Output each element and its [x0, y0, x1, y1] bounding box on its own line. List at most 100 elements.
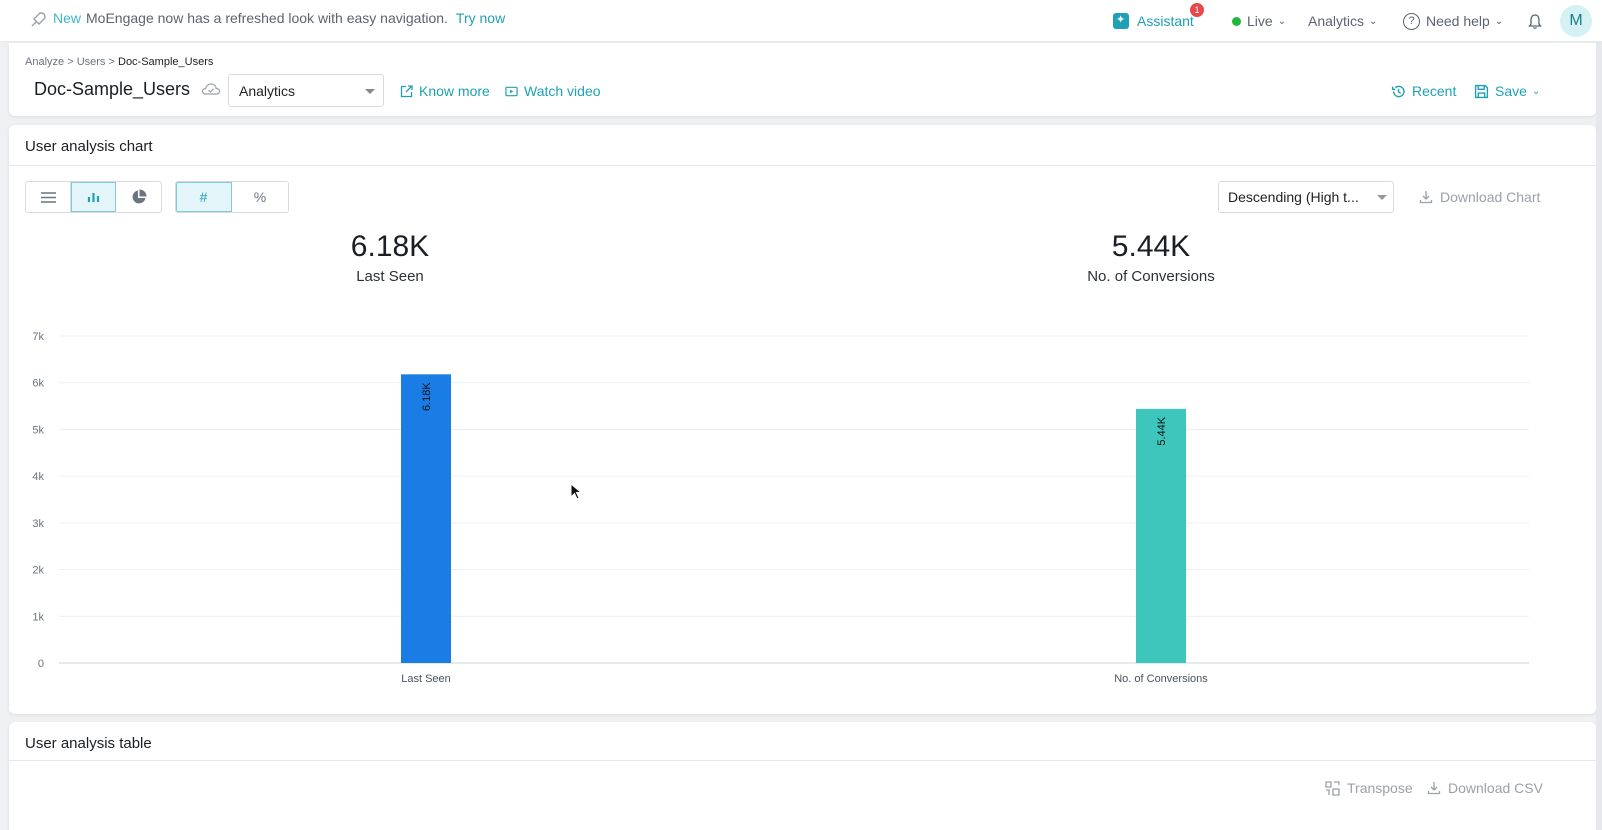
help-icon: ?	[1403, 12, 1420, 30]
download-icon	[1427, 782, 1441, 795]
y-tick-label: 3k	[32, 518, 44, 530]
bar-chart-icon	[87, 193, 99, 202]
metric-value: 5.44K	[1111, 230, 1191, 263]
sort-order-value: Descending (High t...	[1228, 189, 1359, 205]
y-tick-label: 0	[38, 658, 44, 670]
breadcrumb: Analyze > Users > Doc-Sample_Users	[25, 56, 213, 68]
y-tick-label: 6k	[32, 378, 44, 390]
recent-button[interactable]: Recent	[1391, 83, 1456, 99]
watch-video-label: Watch video	[524, 83, 601, 99]
x-tick-label: Last Seen	[401, 673, 451, 685]
save-label: Save	[1495, 83, 1527, 99]
download-icon	[1419, 191, 1433, 204]
download-csv-label: Download CSV	[1448, 780, 1543, 796]
y-tick-label: 5k	[32, 424, 44, 436]
page-title: Doc-Sample_Users	[34, 79, 191, 99]
metric-last-seen: 6.18K Last Seen	[270, 230, 510, 285]
analysis-type-value: Analytics	[239, 83, 296, 99]
x-tick-label: No. of Conversions	[1114, 673, 1208, 685]
breadcrumb-analyze[interactable]: Analyze	[25, 56, 65, 68]
analytics-dropdown[interactable]: Analytics ⌄	[1308, 0, 1377, 42]
assistant-icon	[1113, 13, 1129, 29]
absolute-format-button[interactable]: #	[176, 182, 232, 212]
pie-chart-view-button[interactable]	[116, 182, 161, 212]
notifications-button[interactable]	[1527, 0, 1543, 42]
mouse-cursor-icon	[570, 483, 582, 500]
know-more-link[interactable]: Know more	[400, 83, 490, 99]
new-label: New	[53, 10, 82, 26]
bar	[401, 374, 451, 663]
history-icon	[1391, 85, 1405, 97]
breadcrumb-current: Doc-Sample_Users	[118, 56, 214, 68]
top-bar: New MoEngage now has a refreshed look wit…	[0, 0, 1602, 42]
table-card-title: User analysis table	[25, 735, 152, 752]
list-icon	[40, 191, 56, 203]
need-help-label: Need help	[1426, 13, 1490, 29]
analysis-type-select[interactable]: Analytics	[228, 74, 384, 107]
download-chart-label: Download Chart	[1440, 189, 1541, 205]
breadcrumb-users[interactable]: Users	[76, 56, 106, 68]
live-label: Live	[1247, 13, 1273, 29]
bar-data-label: 6.18K	[421, 382, 433, 411]
bar-chart-view-button[interactable]	[71, 182, 116, 212]
y-tick-label: 4k	[32, 471, 44, 483]
page-header: Analyze > Users > Doc-Sample_Users Doc-S…	[9, 43, 1596, 116]
chart-view-toggle	[25, 181, 162, 213]
sort-order-select[interactable]: Descending (High t...	[1218, 181, 1394, 213]
video-icon	[505, 86, 518, 96]
value-format-toggle: # %	[175, 181, 289, 213]
user-analysis-chart-card: User analysis chart # % Descending (High…	[9, 125, 1596, 714]
user-analysis-table-card: User analysis table Transpose Download C…	[9, 722, 1596, 830]
assistant-label: Assistant	[1137, 13, 1194, 29]
download-csv-button[interactable]: Download CSV	[1427, 780, 1543, 796]
announcement-banner: New MoEngage now has a refreshed look wit…	[53, 10, 505, 26]
download-chart-button[interactable]: Download Chart	[1419, 189, 1540, 205]
metric-label: No. of Conversions	[1087, 268, 1215, 285]
transpose-label: Transpose	[1347, 780, 1413, 796]
chevron-down-icon: ⌄	[1531, 85, 1541, 97]
know-more-label: Know more	[419, 83, 490, 99]
watch-video-link[interactable]: Watch video	[505, 83, 601, 99]
metric-label: Last Seen	[356, 268, 424, 285]
external-link-icon	[400, 84, 413, 97]
y-tick-label: 2k	[32, 565, 44, 577]
bar-chart: 0 1k 2k 3k 4k 5k 6k 7k 6.18K Last Seen 5.44K No. of…	[32, 331, 1529, 685]
y-tick-label: 1k	[32, 611, 44, 623]
chevron-down-icon: ⌄	[1277, 15, 1287, 27]
caret-down-icon	[365, 89, 375, 94]
announcement-text: MoEngage now has a refreshed look with e…	[86, 10, 448, 26]
divider	[9, 165, 1596, 166]
try-now-link[interactable]: Try now	[455, 10, 506, 26]
live-status-dot	[1232, 16, 1241, 26]
avatar[interactable]: M	[1560, 5, 1592, 37]
chevron-down-icon: ⌄	[1369, 15, 1378, 27]
need-help-dropdown[interactable]: ? Need help ⌄	[1403, 0, 1503, 42]
bar-data-label: 5.44K	[1156, 416, 1168, 445]
breadcrumb-separator: >	[108, 56, 115, 68]
breadcrumb-separator: >	[67, 56, 74, 68]
scrollbar[interactable]	[1596, 42, 1602, 830]
chevron-down-icon: ⌄	[1494, 15, 1504, 27]
caret-down-icon	[1377, 195, 1387, 200]
chart-card-title: User analysis chart	[25, 138, 153, 155]
divider	[9, 760, 1596, 761]
recent-label: Recent	[1412, 83, 1457, 99]
analytics-label: Analytics	[1308, 13, 1365, 29]
assistant-badge: 1	[1190, 3, 1204, 17]
percent-format-button[interactable]: %	[253, 189, 267, 205]
bar	[1136, 408, 1186, 663]
y-tick-label: 7k	[32, 331, 44, 343]
bell-icon	[1528, 13, 1542, 29]
metric-conversions: 5.44K No. of Conversions	[1031, 230, 1271, 285]
assistant-button[interactable]: Assistant	[1113, 0, 1194, 42]
pie-chart-icon	[132, 189, 146, 204]
transpose-icon	[1325, 780, 1340, 796]
metric-value: 6.18K	[350, 230, 430, 263]
rocket-icon	[31, 12, 46, 27]
live-dropdown[interactable]: Live ⌄	[1232, 0, 1286, 42]
cloud-icon	[201, 83, 221, 95]
save-button[interactable]: Save ⌄	[1474, 83, 1540, 99]
table-view-button[interactable]	[26, 182, 71, 212]
save-icon	[1474, 84, 1489, 98]
transpose-button[interactable]: Transpose	[1325, 780, 1413, 796]
